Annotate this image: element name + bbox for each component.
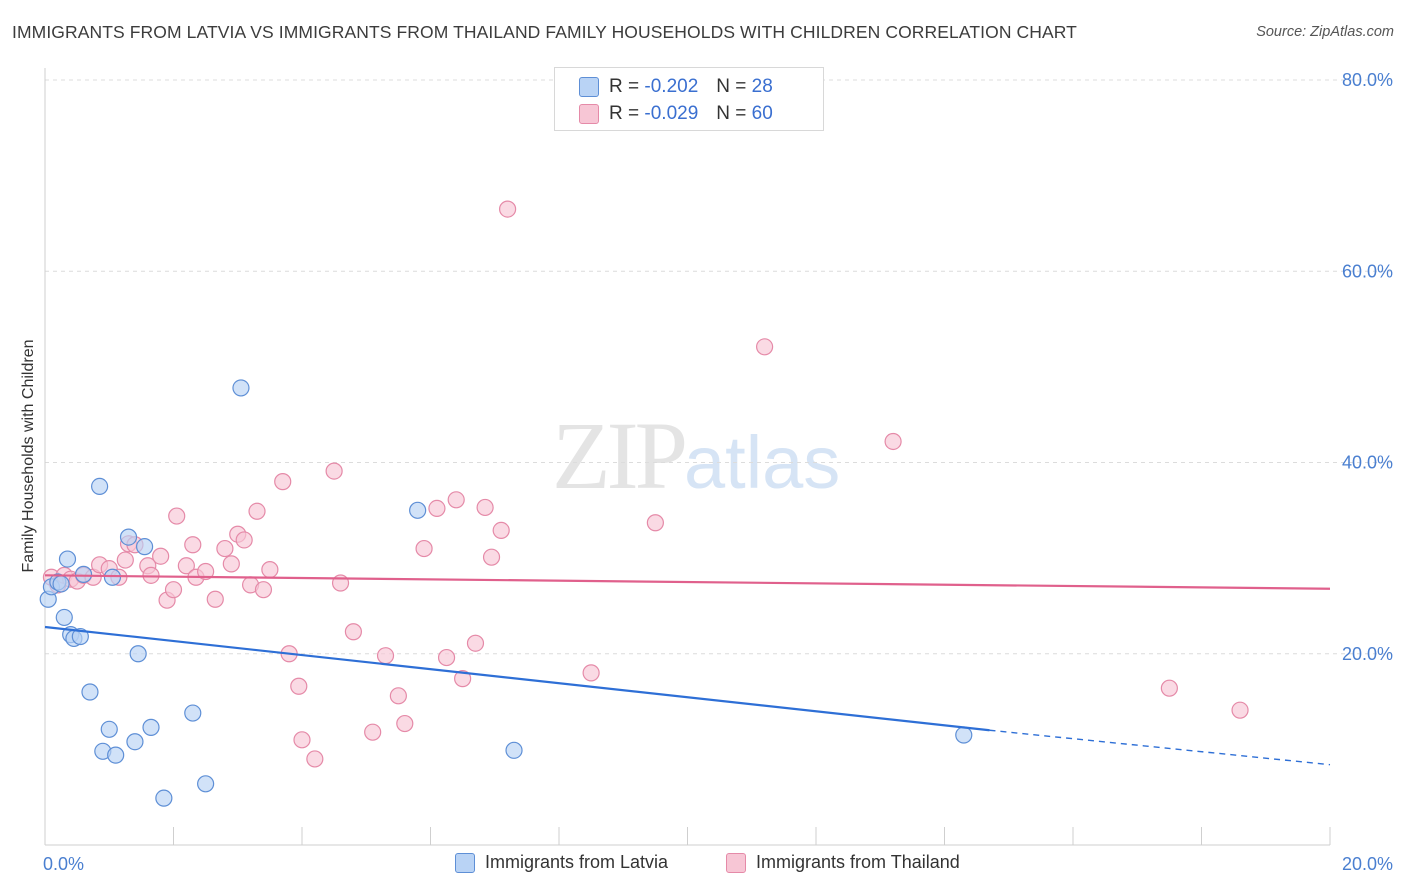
point-latvia: [71, 627, 89, 646]
point-latvia: [505, 741, 523, 759]
point-thailand: [454, 670, 472, 688]
point-thailand: [884, 432, 902, 451]
legend-r-label: R =: [609, 76, 640, 97]
point-thailand: [437, 648, 456, 667]
y-tick-label: 60.0%: [1342, 261, 1393, 281]
point-thailand: [415, 539, 433, 558]
legend-row-thailand: R = -0.029 N = 60: [579, 103, 773, 125]
point-thailand: [325, 462, 343, 480]
legend-r-value-latvia: -0.202: [644, 76, 699, 97]
point-thailand: [389, 687, 407, 705]
point-thailand: [476, 498, 494, 517]
point-latvia: [184, 704, 202, 722]
point-thailand: [261, 560, 279, 579]
point-thailand: [376, 647, 395, 665]
point-thailand: [1160, 679, 1178, 697]
point-thailand: [206, 590, 224, 608]
point-latvia: [58, 550, 77, 568]
bottom-legend-label-latvia: Immigrants from Latvia: [485, 852, 669, 872]
point-thailand: [248, 502, 266, 520]
point-thailand: [364, 723, 382, 741]
legend-n-label: N =: [716, 103, 747, 124]
point-thailand: [1231, 701, 1249, 719]
point-thailand: [290, 677, 308, 695]
trendline-thailand: [44, 574, 1331, 590]
point-latvia: [955, 726, 973, 744]
point-thailand: [116, 551, 134, 569]
bottom-legend-label-thailand: Immigrants from Thailand: [756, 852, 960, 872]
point-latvia: [197, 775, 215, 793]
legend-swatch-thailand: [579, 104, 599, 124]
source-credit: Source: ZipAtlas.com: [1256, 24, 1394, 40]
legend-r-value-thailand: -0.029: [644, 103, 699, 124]
point-latvia: [52, 575, 70, 593]
point-thailand: [466, 634, 485, 652]
point-thailand: [254, 581, 273, 599]
point-latvia: [135, 538, 154, 556]
point-thailand: [168, 507, 186, 525]
point-thailand: [216, 539, 234, 558]
legend-r-label: R =: [609, 103, 640, 124]
point-latvia: [232, 379, 250, 397]
point-thailand: [492, 521, 510, 539]
point-latvia: [100, 720, 118, 738]
point-thailand: [447, 491, 465, 509]
legend-row-latvia: R = -0.202 N = 28: [579, 76, 773, 98]
point-thailand: [177, 557, 195, 575]
x-tick-label: 0.0%: [43, 854, 84, 874]
point-thailand: [306, 750, 324, 768]
y-tick-label: 20.0%: [1342, 644, 1393, 664]
point-latvia: [129, 645, 147, 663]
legend-swatch-latvia: [579, 77, 599, 97]
legend-n-value-thailand: 60: [751, 103, 773, 124]
point-latvia: [103, 568, 122, 586]
point-thailand: [222, 555, 240, 573]
trendline-latvia: [44, 625, 990, 732]
point-thailand: [197, 562, 215, 581]
point-thailand: [293, 731, 311, 749]
point-latvia: [126, 733, 144, 751]
point-thailand: [344, 623, 362, 641]
point-latvia: [107, 746, 125, 764]
point-latvia: [409, 501, 427, 519]
chart-title: IMMIGRANTS FROM LATVIA VS IMMIGRANTS FRO…: [12, 22, 1077, 42]
point-thailand: [184, 536, 202, 554]
bottom-legend-thailand: Immigrants from Thailand: [726, 852, 960, 873]
x-tick-label: 20.0%: [1342, 854, 1393, 874]
point-thailand: [755, 338, 774, 356]
point-thailand: [482, 548, 501, 566]
stats-legend: R = -0.202 N = 28 R = -0.029 N = 60: [554, 67, 824, 131]
point-latvia: [142, 718, 160, 736]
point-thailand: [646, 514, 664, 532]
point-latvia: [55, 608, 73, 627]
point-latvia: [119, 528, 138, 546]
bottom-legend-latvia: Immigrants from Latvia: [455, 852, 668, 873]
point-thailand: [582, 664, 600, 682]
point-thailand: [428, 499, 446, 517]
point-thailand: [152, 547, 170, 565]
legend-n-value-latvia: 28: [751, 76, 773, 97]
bottom-legend-swatch-latvia: [455, 852, 475, 873]
point-latvia: [81, 683, 99, 701]
point-thailand: [274, 473, 292, 491]
trendline-extension-latvia: [989, 729, 1331, 766]
y-tick-label: 40.0%: [1342, 453, 1393, 473]
bottom-legend-swatch-thailand: [726, 852, 746, 873]
point-latvia: [155, 789, 173, 807]
point-thailand: [164, 581, 183, 599]
point-thailand: [499, 200, 517, 218]
point-thailand: [235, 531, 253, 549]
y-tick-label: 80.0%: [1342, 70, 1393, 90]
point-latvia: [91, 477, 109, 496]
point-thailand: [396, 714, 414, 733]
point-latvia: [74, 565, 93, 583]
legend-n-label: N =: [716, 76, 747, 97]
watermark-zip: ZIP: [552, 402, 688, 509]
